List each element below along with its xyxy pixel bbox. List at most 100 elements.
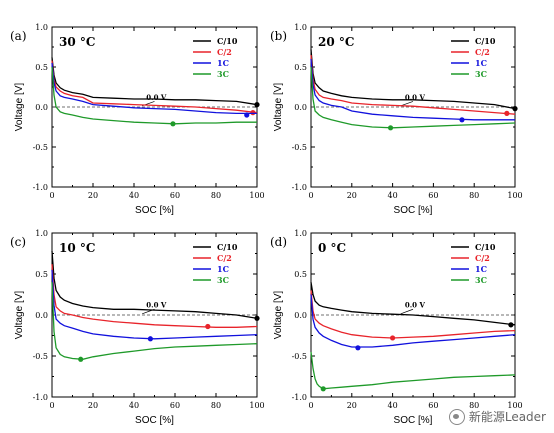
- series-marker-C-10: [512, 106, 518, 112]
- x-tick-label: 100: [249, 401, 264, 410]
- x-tick-label: 80: [211, 401, 221, 410]
- x-tick-label: 0: [308, 191, 313, 200]
- x-tick-label: 40: [388, 191, 398, 200]
- y-axis-label: Voltage [V]: [273, 291, 284, 340]
- legend-entry: C/10: [475, 242, 496, 252]
- chart-panel-1: 1.0 0.5 0.0 -0.5 -1.00 20 40 60 80 100 SOC [%] Volt…: [10, 23, 265, 216]
- series-marker-1C: [459, 117, 465, 123]
- x-tick-label: 80: [211, 191, 221, 200]
- series-marker-3C: [320, 386, 326, 392]
- panel-label: (d): [270, 235, 287, 249]
- series-line-3C: [310, 66, 516, 129]
- series-marker-C-2: [504, 110, 510, 116]
- series-marker-C-10: [254, 102, 260, 108]
- y-tick-label: 0.5: [35, 63, 48, 72]
- y-tick-label: 0.0: [35, 311, 48, 320]
- y-tick-label: -1.0: [292, 183, 307, 192]
- watermark: 新能源Leader: [448, 408, 546, 425]
- x-tick-label: 80: [469, 191, 479, 200]
- x-tick-label: 20: [88, 401, 98, 410]
- reference-line-label: 0.0 V: [405, 93, 426, 102]
- legend-entry: C/2: [217, 47, 232, 57]
- legend-entry: 1C: [475, 264, 487, 274]
- y-tick-label: 0.0: [294, 311, 307, 320]
- legend-entry: 3C: [475, 69, 487, 79]
- x-axis-label: SOC [%]: [394, 205, 433, 216]
- x-tick-label: 60: [428, 191, 438, 200]
- x-tick-label: 20: [88, 191, 98, 200]
- series-marker-C-10: [508, 322, 514, 328]
- series-marker-3C: [78, 356, 84, 362]
- y-tick-label: 1.0: [35, 23, 48, 32]
- x-tick-label: 60: [428, 401, 438, 410]
- legend-entry: 1C: [217, 264, 229, 274]
- reference-line-label: 0.0 V: [146, 301, 167, 310]
- series-marker-C-2: [390, 335, 396, 341]
- chart-panel-3: 1.0 0.5 0.0 -0.5 -1.00 20 40 60 80 100 SOC [%] Volt…: [10, 229, 265, 426]
- series-line-1C: [51, 62, 257, 115]
- series-marker-C-2: [250, 110, 256, 116]
- y-tick-label: -0.5: [292, 352, 307, 361]
- series-line-C-2: [51, 60, 258, 114]
- series-line-3C: [51, 282, 258, 360]
- series-line-1C: [51, 269, 258, 340]
- watermark-text: 新能源Leader: [468, 410, 546, 424]
- x-tick-label: 100: [249, 191, 264, 200]
- x-tick-label: 20: [347, 191, 357, 200]
- y-tick-label: -0.5: [33, 352, 48, 361]
- panel-label: (a): [10, 29, 27, 43]
- y-tick-label: -1.0: [33, 183, 48, 192]
- chart-panel-4: 1.0 0.5 0.0 -0.5 -1.00 20 40 60 80 100 SOC [%] Volt…: [270, 229, 523, 426]
- series-marker-1C: [244, 112, 250, 118]
- x-tick-label: 0: [308, 401, 313, 410]
- series-marker-3C: [170, 121, 176, 127]
- y-axis-label: Voltage [V]: [14, 291, 25, 340]
- y-axis-label: Voltage [V]: [273, 83, 284, 132]
- legend-entry: 3C: [217, 69, 229, 79]
- reference-line-label: 0.0 V: [146, 93, 167, 102]
- y-tick-label: 0.5: [294, 270, 307, 279]
- legend-entry: C/10: [475, 36, 496, 46]
- legend-entry: C/10: [217, 36, 238, 46]
- reference-line-label: 0.0 V: [405, 301, 426, 310]
- temperature-label: 20 °C: [318, 35, 354, 49]
- legend-entry: 1C: [217, 58, 229, 68]
- series-marker-1C: [355, 345, 361, 351]
- y-axis-label: Voltage [V]: [14, 83, 25, 132]
- wechat-icon: [448, 408, 465, 425]
- y-tick-label: 0.0: [294, 103, 307, 112]
- y-tick-label: 0.5: [294, 63, 307, 72]
- x-tick-label: 40: [388, 401, 398, 410]
- y-tick-label: 1.0: [294, 23, 307, 32]
- series-line-C-2: [310, 290, 516, 339]
- legend-entry: C/2: [475, 47, 490, 57]
- y-tick-label: -0.5: [33, 143, 48, 152]
- x-tick-label: 40: [129, 191, 139, 200]
- legend-entry: 3C: [475, 275, 487, 285]
- series-line-3C: [51, 66, 257, 125]
- series-line-C-2: [310, 54, 516, 115]
- y-tick-label: -0.5: [292, 143, 307, 152]
- legend-entry: 1C: [475, 58, 487, 68]
- series-line-C-10: [310, 49, 516, 110]
- temperature-label: 30 °C: [59, 35, 95, 49]
- reference-arrow: [400, 308, 414, 315]
- legend-entry: 3C: [217, 275, 229, 285]
- y-tick-label: 1.0: [294, 229, 307, 238]
- reference-arrow: [400, 101, 414, 107]
- chart-panel-2: 1.0 0.5 0.0 -0.5 -1.00 20 40 60 80 100 SOC [%] Volt…: [270, 23, 523, 216]
- x-tick-label: 0: [49, 401, 54, 410]
- y-tick-label: 0.5: [35, 270, 48, 279]
- legend-entry: C/2: [217, 253, 232, 263]
- panel-label: (c): [10, 235, 26, 249]
- y-tick-label: -1.0: [292, 393, 307, 402]
- x-axis-label: SOC [%]: [135, 205, 174, 216]
- series-marker-C-2: [205, 323, 211, 330]
- y-tick-label: 0.0: [35, 103, 48, 112]
- x-tick-label: 20: [347, 401, 357, 410]
- series-line-C-10: [310, 282, 516, 326]
- x-tick-label: 80: [469, 401, 479, 410]
- x-tick-label: 60: [170, 401, 180, 410]
- x-axis-label: SOC [%]: [135, 415, 174, 426]
